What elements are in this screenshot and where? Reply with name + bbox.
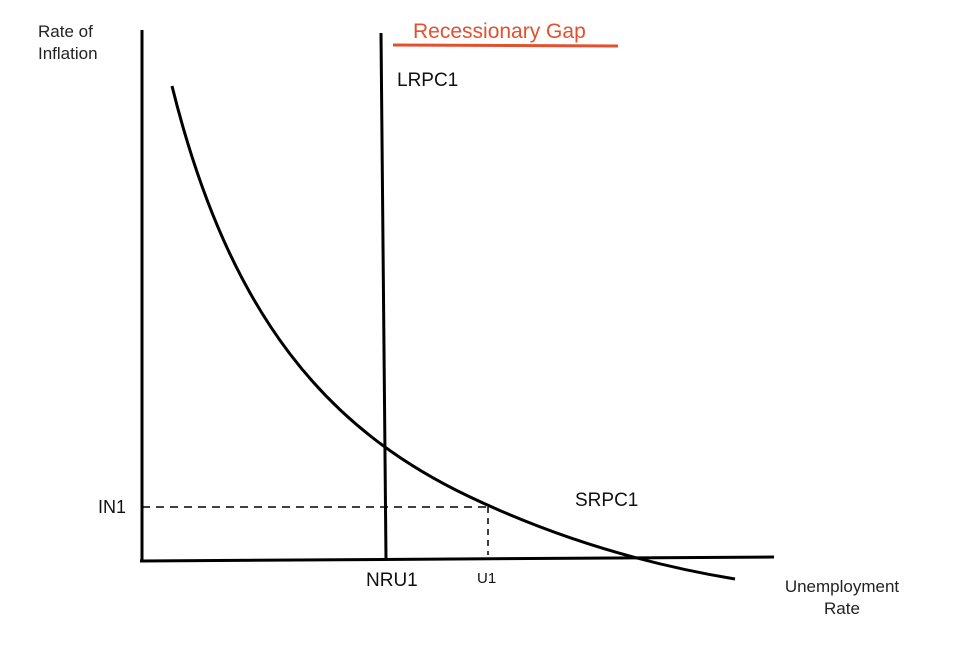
srpc-label: SRPC1 bbox=[575, 490, 639, 511]
x-axis-title: Unemployment Rate bbox=[772, 576, 912, 620]
y-axis-title-line-2: Inflation bbox=[38, 44, 98, 63]
x-axis-title-line-2: Rate bbox=[824, 599, 860, 618]
y-axis-title: Rate of Inflation bbox=[38, 21, 98, 65]
lrpc-line bbox=[379, 32, 388, 561]
u1-label: U1 bbox=[477, 570, 497, 587]
gap-underline bbox=[392, 43, 619, 48]
x-axis-title-line-1: Unemployment bbox=[784, 577, 900, 596]
nru1-label: NRU1 bbox=[366, 570, 418, 591]
diagram-title: Recessionary Gap bbox=[413, 20, 586, 43]
x-axis bbox=[139, 555, 775, 563]
in1-label: IN1 bbox=[98, 497, 127, 517]
lrpc-label: LRPC1 bbox=[397, 70, 459, 91]
y-axis-title-line-1: Rate of bbox=[38, 22, 93, 41]
srpc-curve bbox=[170, 85, 736, 581]
